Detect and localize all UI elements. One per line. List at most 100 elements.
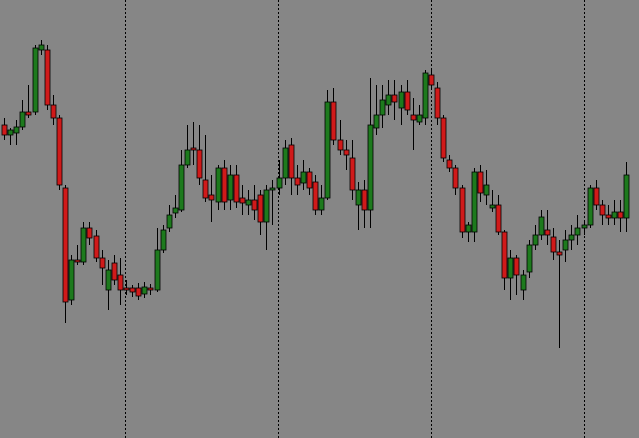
candle-body — [306, 171, 313, 189]
candle-body — [221, 167, 228, 203]
candle-body — [215, 167, 222, 203]
candle-body — [276, 177, 283, 189]
candle-body — [93, 235, 100, 259]
candle-body — [617, 211, 624, 219]
candle-body — [361, 189, 368, 211]
candle-body — [330, 101, 337, 141]
candle-body — [422, 72, 429, 119]
candle-body — [465, 224, 472, 233]
candle-body — [404, 91, 411, 111]
candle-body — [141, 286, 148, 295]
candle-body — [25, 111, 32, 116]
candle-body — [13, 126, 20, 134]
candle-body — [147, 287, 154, 291]
candle-body — [379, 99, 386, 116]
candle-body — [288, 144, 295, 179]
candle-body — [532, 234, 539, 246]
candle-body — [483, 184, 490, 196]
candle-body — [550, 236, 557, 253]
candle-body — [1, 124, 8, 136]
candle-body — [202, 179, 209, 199]
candle-body — [19, 111, 26, 128]
candle-body — [428, 74, 435, 86]
candle-body — [477, 171, 484, 194]
candle-body — [623, 174, 630, 219]
candle-body — [538, 216, 545, 236]
candle-body — [50, 104, 57, 119]
candle-body — [312, 181, 319, 211]
candle-body — [166, 214, 173, 229]
candle-body — [507, 257, 514, 279]
candle-body — [526, 244, 533, 273]
candle-body — [459, 187, 466, 233]
candle-body — [233, 174, 240, 203]
candle-body — [373, 114, 380, 129]
candle-body — [440, 117, 447, 159]
candle-body — [99, 257, 106, 269]
candle-body — [251, 199, 258, 211]
candle-body — [495, 204, 502, 233]
candle-body — [471, 171, 478, 233]
candle-body — [135, 287, 142, 297]
candle-body — [32, 47, 39, 113]
candle-body — [446, 159, 453, 169]
candle-body — [385, 94, 392, 106]
candle-body — [593, 187, 600, 206]
candle-body — [154, 249, 161, 291]
candle-body — [257, 194, 264, 223]
candle-body — [324, 101, 331, 199]
candle-body — [239, 197, 246, 204]
candle-body — [38, 44, 45, 51]
candle-body — [282, 147, 289, 179]
candle-body — [581, 224, 588, 229]
candle-body — [269, 187, 276, 191]
candle-body — [367, 124, 374, 211]
candle-body — [434, 87, 441, 119]
candle-body — [556, 251, 563, 256]
candle-body — [337, 139, 344, 151]
candle-body — [410, 114, 417, 121]
candle-body — [416, 114, 423, 123]
candle-body — [587, 187, 594, 226]
candle-body — [574, 227, 581, 236]
candle-body — [343, 149, 350, 156]
candle-body — [68, 259, 75, 301]
candle-body — [208, 194, 215, 201]
candle-body — [568, 234, 575, 241]
candle-body — [196, 149, 203, 179]
candle-body — [513, 257, 520, 276]
candle-body — [599, 204, 606, 216]
candle-body — [349, 157, 356, 191]
candle-body — [300, 171, 307, 184]
candle-body — [355, 189, 362, 206]
candle-body — [611, 211, 618, 219]
candle-body — [520, 274, 527, 291]
candle-body — [245, 199, 252, 206]
candle-body — [398, 91, 405, 109]
candle-body — [80, 227, 87, 263]
candle-body — [605, 214, 612, 219]
candle-body — [172, 207, 179, 214]
candle-body — [263, 189, 270, 223]
candle-body — [105, 269, 112, 291]
candle-body — [129, 287, 136, 293]
candle-body — [227, 174, 234, 201]
candle-body — [160, 229, 167, 251]
candle-body — [111, 262, 118, 281]
candle-body — [544, 229, 551, 236]
candle-body — [62, 187, 69, 303]
candle-body — [74, 259, 81, 263]
candle-body — [489, 204, 496, 209]
candle-body — [318, 197, 325, 211]
candle-body — [391, 94, 398, 103]
candle-body — [184, 149, 191, 166]
candle-body — [190, 147, 197, 151]
candle-body — [501, 231, 508, 279]
candle-body — [117, 274, 124, 291]
candle-body — [7, 129, 14, 136]
candle-body — [56, 117, 63, 186]
candle-body — [86, 227, 93, 239]
